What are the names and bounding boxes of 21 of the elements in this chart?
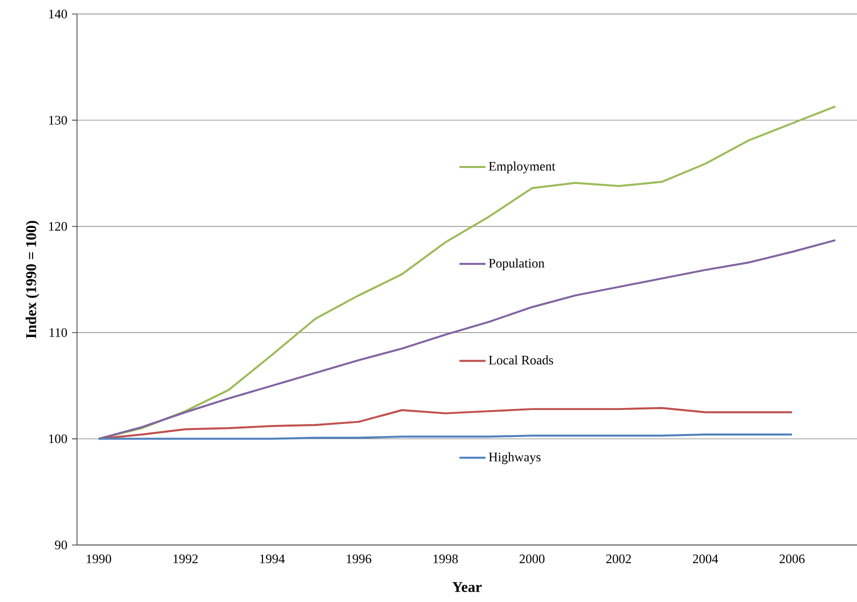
legend-label: Local Roads xyxy=(488,355,554,364)
x-tick-label: 1998 xyxy=(434,554,458,564)
y-axis-title: Index (1990 = 100) xyxy=(26,220,40,338)
legend-label: Population xyxy=(488,258,544,270)
y-tick-label: 100 xyxy=(49,434,67,444)
y-tick-label: 130 xyxy=(49,116,67,125)
x-tick-label: 2002 xyxy=(606,554,631,564)
x-tick-label: 1996 xyxy=(346,554,372,564)
x-tick-label: 2004 xyxy=(692,554,718,564)
x-tick-label: 2006 xyxy=(780,554,805,564)
x-tick-label: 2000 xyxy=(520,554,544,564)
x-tick-label: 1992 xyxy=(174,554,198,564)
y-tick-label: 90 xyxy=(54,540,67,550)
x-axis-title: Year xyxy=(452,582,482,592)
legend-label: Highways xyxy=(488,452,541,464)
legend-label: Employment xyxy=(488,162,556,174)
x-tick-label: 1990 xyxy=(86,554,112,564)
y-tick-label: 140 xyxy=(49,10,67,18)
y-tick-label: 110 xyxy=(50,328,67,337)
y-tick-label: 120 xyxy=(49,222,67,231)
x-tick-label: 1994 xyxy=(260,554,285,564)
